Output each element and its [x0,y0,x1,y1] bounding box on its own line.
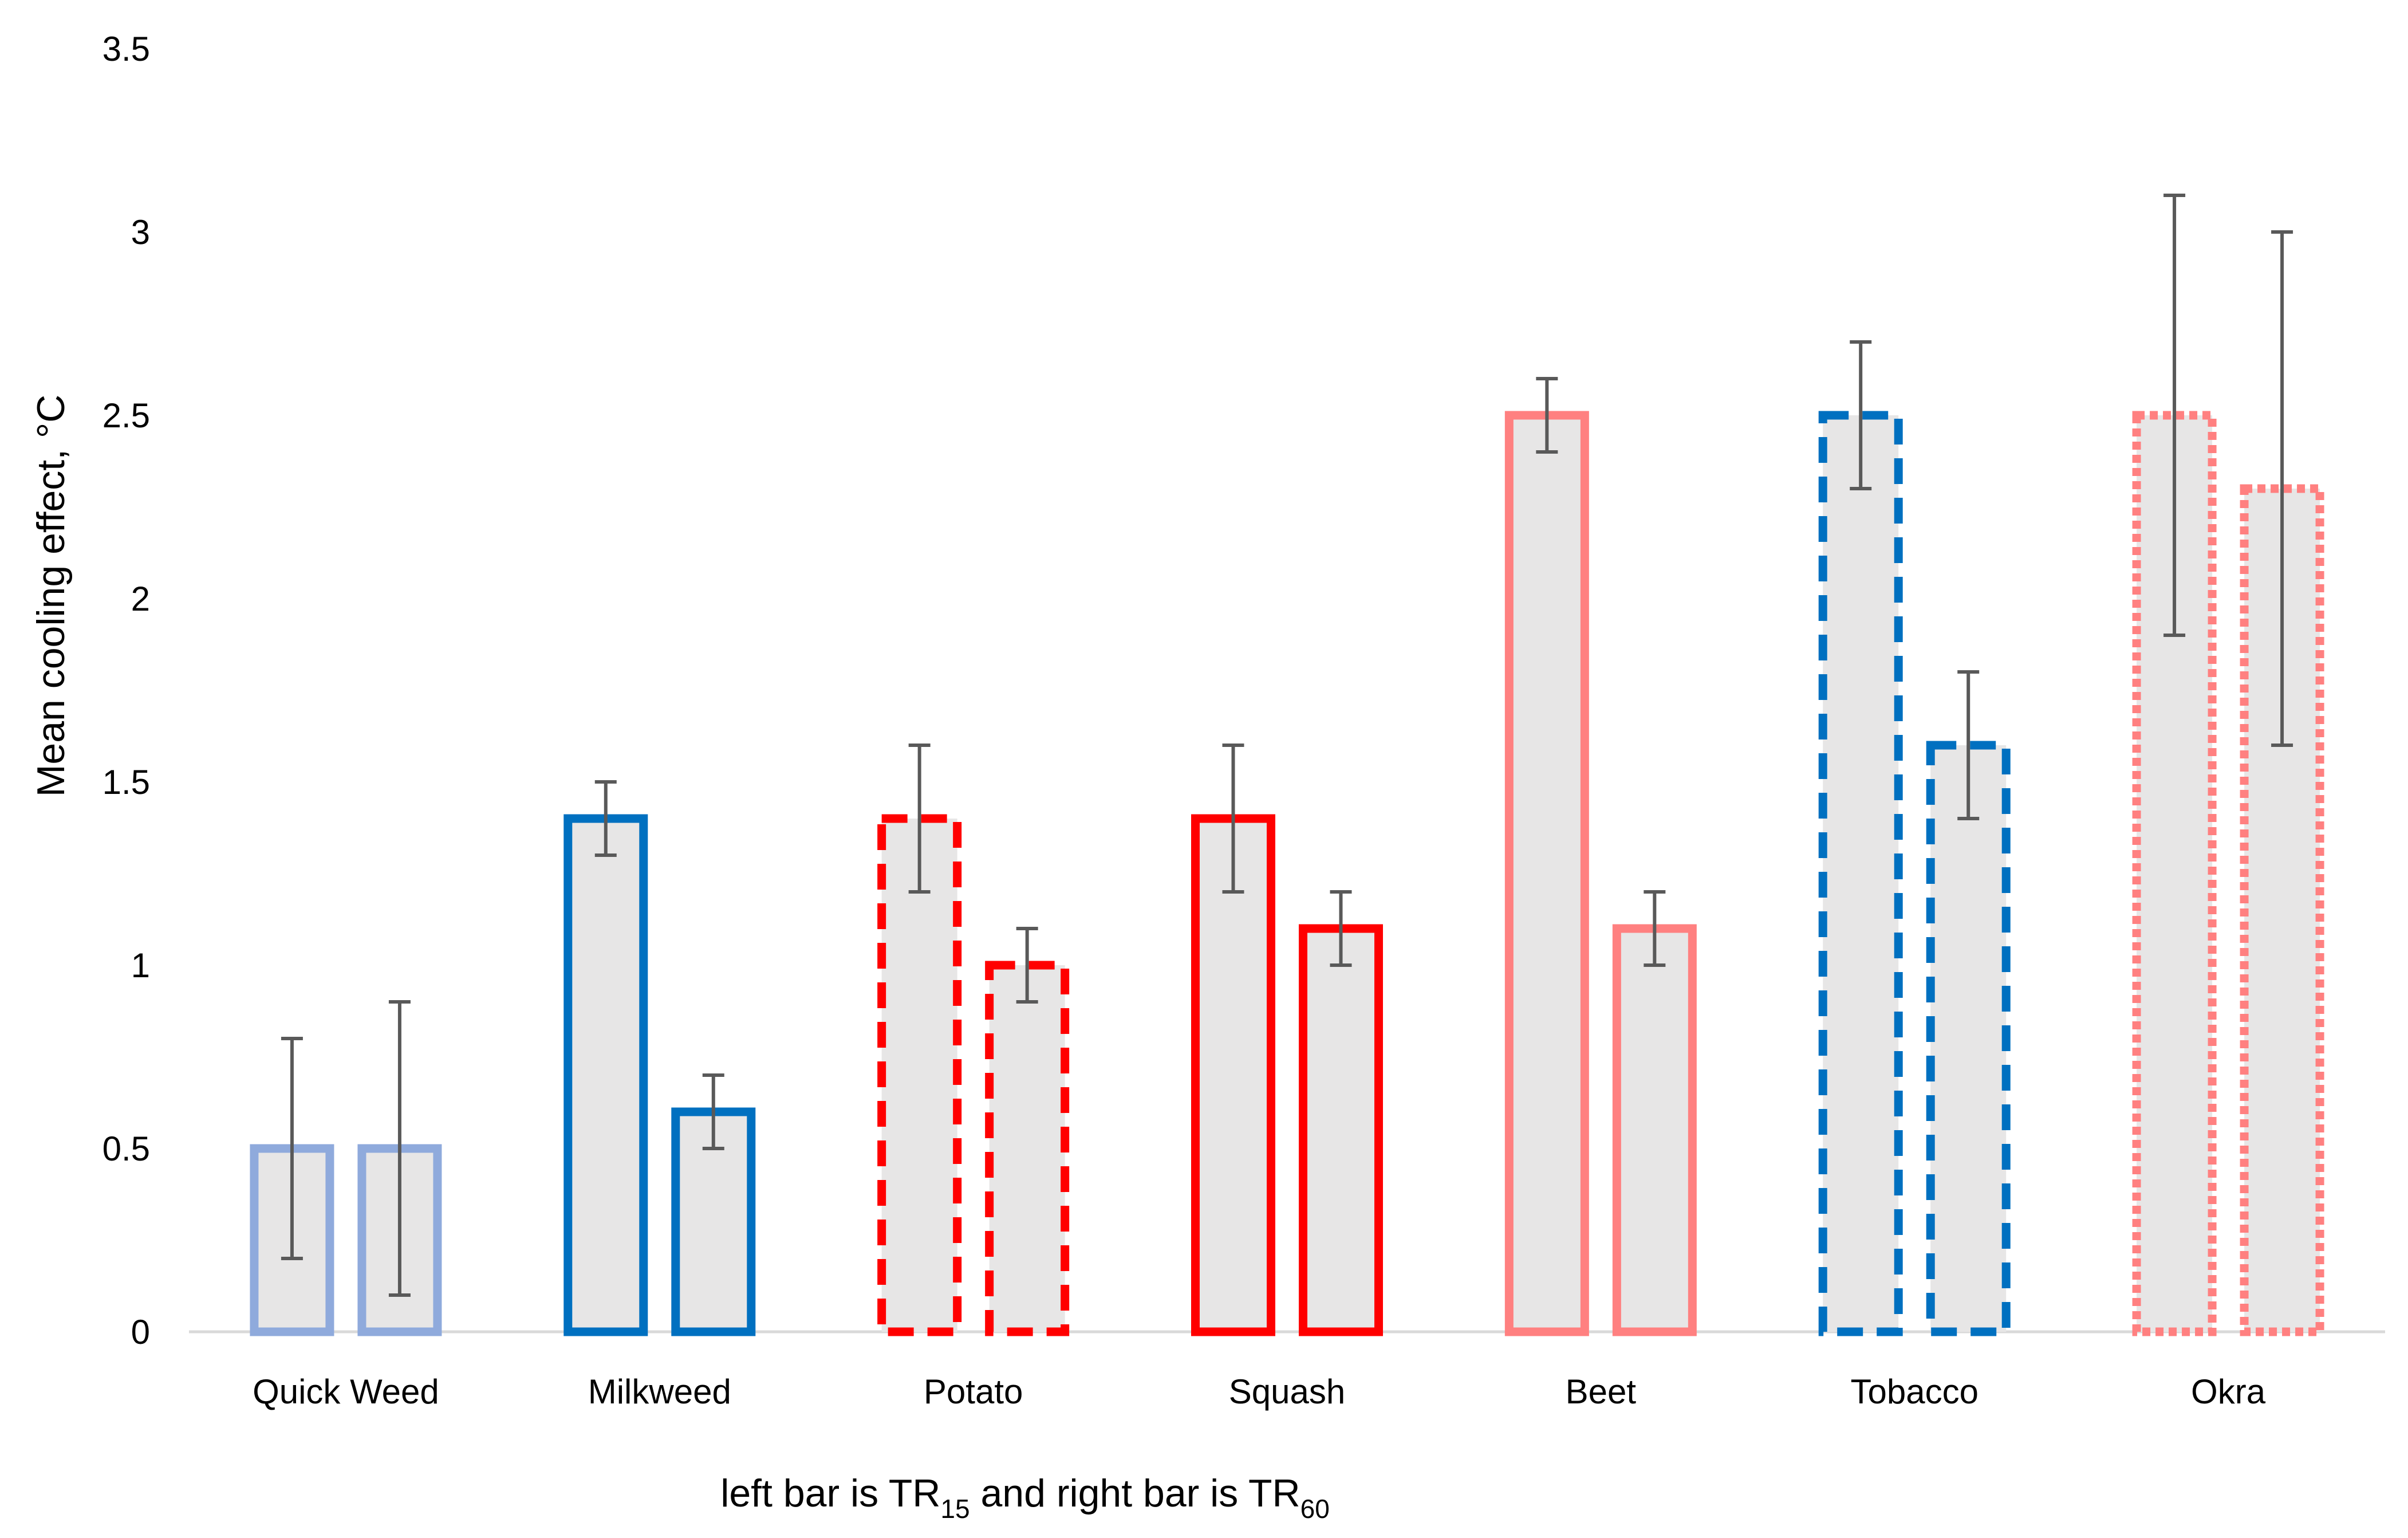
x-axis-categories: Quick Weed Milkweed Potato Squash Beet Tobacc… [253,1372,2266,1411]
x-axis-title-part-b: and right bar is TR [970,1472,1300,1515]
y-axis-ticks: 0 0.5 1 1.5 2 2.5 3 3.5 [103,30,150,1351]
bar-tr15 [1818,411,1903,1336]
x-category-label: Milkweed [588,1372,731,1411]
x-axis-title: left bar is TR15 and right bar is TR60 [720,1472,1330,1524]
error-bar [1016,927,1038,1004]
x-axis-title-part-a: left bar is TR [720,1472,940,1515]
error-bar [702,1073,724,1150]
y-tick-label: 3.5 [103,30,150,68]
x-axis-title-sub-a: 15 [940,1494,969,1524]
error-bar [1957,670,1980,820]
plot-area [189,194,2385,1336]
x-category-label: Tobacco [1850,1372,1978,1411]
error-bar [1330,890,1352,967]
error-bar [594,780,617,857]
y-tick-label: 2 [131,580,150,618]
bar-tr60 [985,961,1070,1336]
y-tick-label: 3 [131,213,150,251]
error-bar [908,744,931,894]
y-tick-label: 0 [131,1313,150,1351]
x-axis-title-sub-b: 60 [1300,1494,1330,1524]
error-bar [2163,194,2186,637]
y-tick-label: 1.5 [103,763,150,801]
bar-tr60 [1612,924,1697,1336]
bar-tr60 [2240,484,2324,1336]
y-tick-label: 0.5 [103,1130,150,1168]
bar-tr15 [1191,814,1275,1336]
x-category-label: Beet [1566,1372,1637,1411]
error-bar [1536,377,1558,454]
y-axis-title: Mean cooling effect, °C [29,395,73,797]
bar-tr15 [563,814,648,1336]
bar-tr60 [1926,741,2011,1336]
bar-tr60 [1299,924,1383,1336]
error-bar [1222,744,1244,894]
error-bar [1644,890,1666,967]
bar-tr15 [1504,411,1589,1336]
error-bar [281,1037,303,1260]
y-tick-label: 1 [131,946,150,985]
error-bar [2271,230,2293,747]
error-bar [1850,340,1872,490]
bar-tr15 [877,814,962,1336]
x-category-label: Potato [924,1372,1023,1411]
x-category-label: Quick Weed [253,1372,439,1411]
x-category-label: Okra [2191,1372,2266,1411]
y-tick-label: 2.5 [103,396,150,435]
bar-tr60 [671,1107,756,1336]
error-bar [388,1000,411,1297]
x-category-label: Squash [1229,1372,1346,1411]
